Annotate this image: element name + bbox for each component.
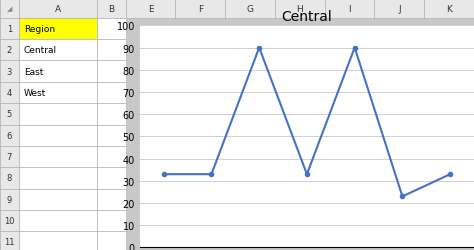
Bar	[0, 125, 19, 146]
Bar	[0, 210, 19, 231]
Bar	[126, 0, 175, 19]
Bar	[19, 104, 97, 125]
Bar	[97, 104, 126, 125]
Text: A: A	[55, 5, 61, 14]
Bar	[0, 0, 19, 19]
Bar	[97, 19, 126, 40]
Text: 3: 3	[7, 68, 12, 76]
Text: West: West	[24, 89, 46, 98]
Bar	[19, 168, 97, 189]
Bar	[0, 19, 19, 40]
Text: 6: 6	[7, 131, 12, 140]
Text: 10: 10	[4, 216, 15, 225]
Bar	[374, 0, 424, 19]
Bar	[19, 210, 97, 231]
Bar	[0, 82, 19, 104]
Bar	[97, 0, 126, 19]
Bar	[225, 0, 275, 19]
Text: East: East	[24, 68, 43, 76]
Text: Central: Central	[24, 46, 57, 55]
Bar	[19, 146, 97, 168]
Text: 9: 9	[7, 195, 12, 204]
Bar	[97, 189, 126, 210]
Bar	[424, 0, 474, 19]
Bar	[97, 146, 126, 168]
Bar	[97, 210, 126, 231]
Bar	[97, 231, 126, 250]
Bar	[175, 0, 225, 19]
Bar	[325, 0, 374, 19]
Bar	[19, 189, 97, 210]
Bar	[0, 104, 19, 125]
Bar	[97, 61, 126, 82]
Bar	[97, 82, 126, 104]
Bar	[0, 61, 19, 82]
Bar	[97, 125, 126, 146]
Text: E: E	[148, 5, 153, 14]
Text: 8: 8	[7, 174, 12, 182]
Text: J: J	[398, 5, 401, 14]
Bar	[19, 231, 97, 250]
Text: 7: 7	[7, 152, 12, 161]
Text: B: B	[108, 5, 114, 14]
Bar	[19, 125, 97, 146]
Text: 2: 2	[7, 46, 12, 55]
Bar	[19, 0, 97, 19]
Bar	[0, 168, 19, 189]
Bar	[19, 82, 97, 104]
Text: 1: 1	[7, 25, 12, 34]
Text: H: H	[296, 5, 303, 14]
Text: K: K	[446, 5, 452, 14]
Text: I: I	[348, 5, 351, 14]
Text: 4: 4	[7, 89, 12, 98]
Bar	[0, 40, 19, 61]
Text: 5: 5	[7, 110, 12, 119]
Bar	[19, 61, 97, 82]
Bar	[0, 231, 19, 250]
Text: G: G	[246, 5, 254, 14]
Bar	[97, 168, 126, 189]
Bar	[19, 40, 97, 61]
Bar	[97, 40, 126, 61]
Bar	[19, 19, 97, 40]
Title: Central: Central	[282, 10, 332, 24]
Text: Region: Region	[24, 25, 55, 34]
Bar	[0, 146, 19, 168]
Bar	[0, 189, 19, 210]
Text: F: F	[198, 5, 203, 14]
Bar	[275, 0, 325, 19]
Text: ◢: ◢	[7, 6, 12, 12]
Text: 11: 11	[4, 238, 15, 246]
